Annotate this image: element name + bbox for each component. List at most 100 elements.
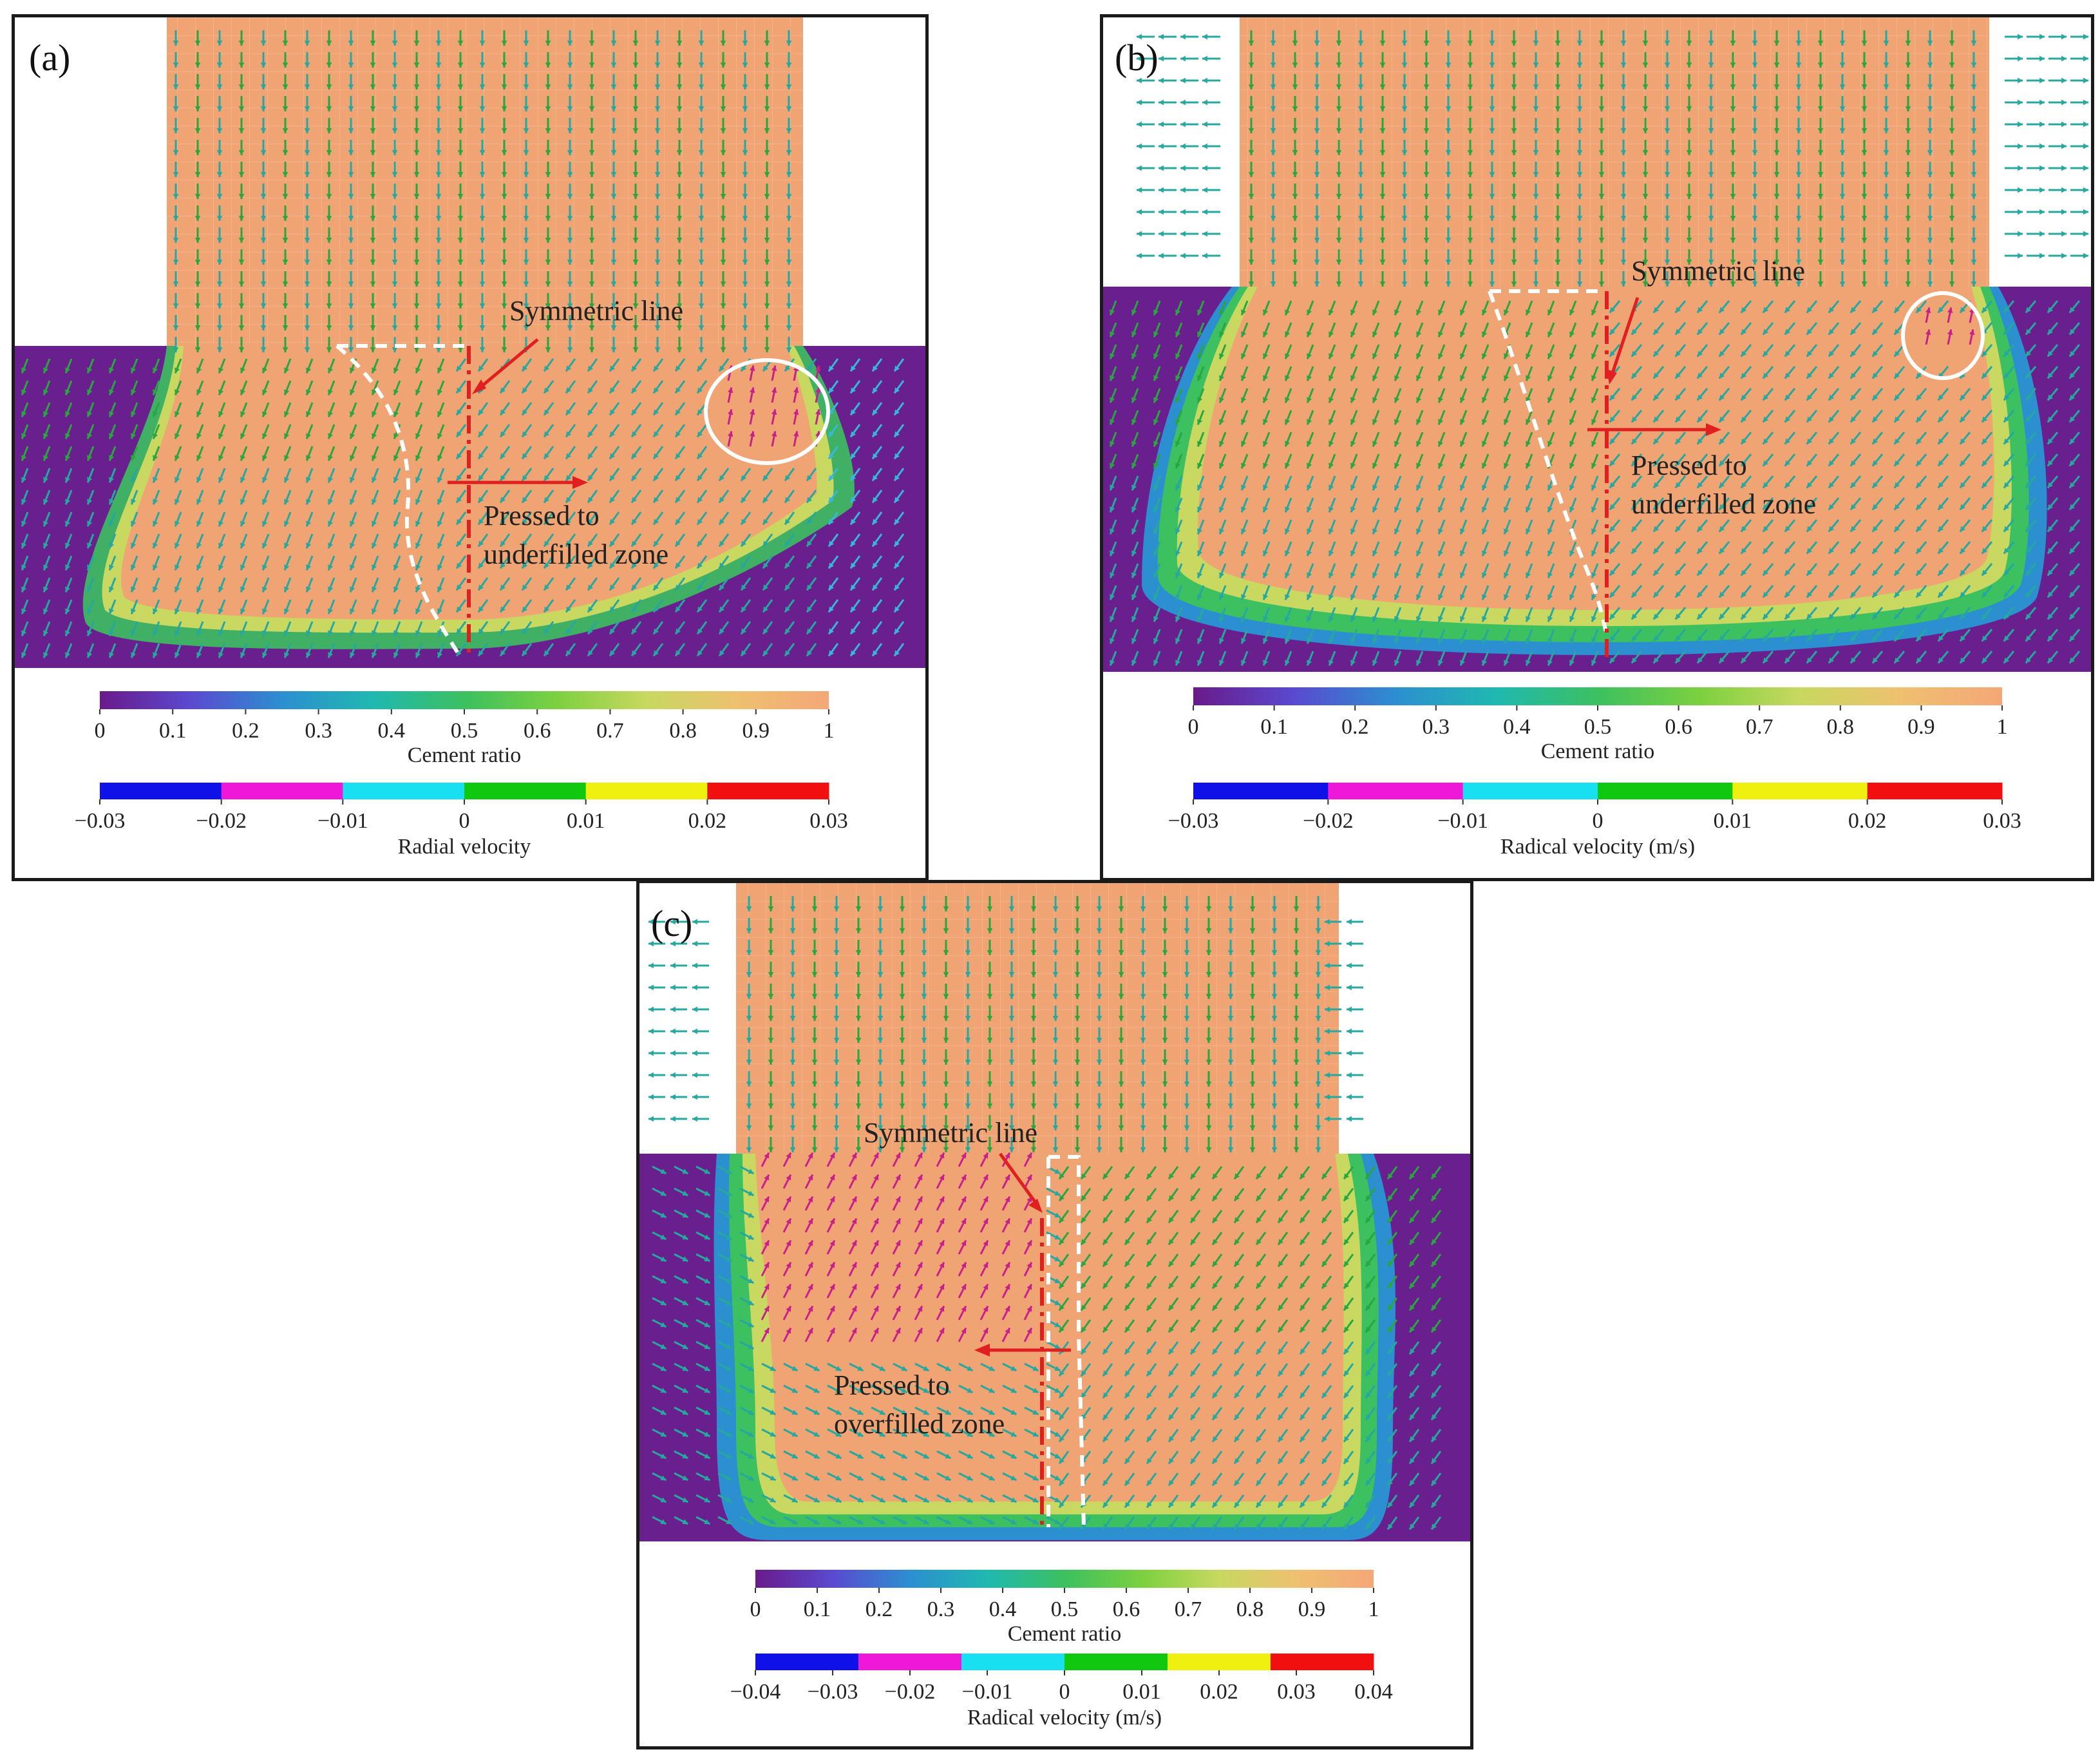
velocity-arrow-head: [1248, 281, 1254, 287]
velocity-arrow-head: [175, 499, 180, 505]
velocity-arrow-head: [544, 365, 550, 372]
velocity-arrow-head: [1271, 994, 1278, 999]
velocity-arrow-head: [1533, 106, 1539, 111]
pressed-label-line1: Pressed to: [484, 500, 600, 531]
velocity-arrow-head: [610, 303, 617, 309]
velocity-arrow-head: [631, 475, 638, 481]
velocity-arrow-head: [479, 194, 486, 199]
velocity-arrow-head: [1329, 616, 1334, 622]
velocity-arrow-head: [1591, 419, 1597, 425]
velocity-arrow-head: [478, 584, 484, 591]
velocity-arrow-head: [894, 453, 900, 459]
velocity-arrow-head: [1938, 504, 1944, 510]
velocity-arrow-head: [1806, 460, 1813, 466]
velocity-arrow-head: [1372, 528, 1378, 535]
velocity-arrow-head: [1526, 638, 1531, 644]
velocity-arrow-head: [1653, 569, 1660, 576]
velocity-arrow-head: [1960, 548, 1966, 554]
cement-tick-label: 0.5: [451, 719, 478, 743]
velocity-arrow-head: [1197, 572, 1203, 578]
velocity-arrow-head: [1180, 209, 1186, 215]
velocity-arrow-head: [1697, 307, 1703, 313]
velocity-arrow-head: [1982, 548, 1988, 554]
velocity-arrow-head: [1850, 438, 1857, 444]
velocity-arrow-head: [631, 497, 638, 503]
velocity-arrow-head: [545, 325, 551, 330]
velocity-arrow-head: [501, 172, 507, 177]
velocity-arrow-head: [2025, 504, 2032, 510]
velocity-arrow-head: [2083, 165, 2088, 171]
velocity-arrow-head: [284, 564, 290, 571]
velocity-arrow-head: [1569, 616, 1575, 622]
velocity-arrow-head: [850, 584, 856, 591]
velocity-arrow-head: [675, 431, 681, 437]
velocity-arrow-head: [306, 389, 312, 396]
velocity-arrow-head: [1576, 150, 1583, 155]
velocity-arrow-head: [1916, 657, 1922, 663]
velocity-arrow-head: [2003, 438, 2010, 444]
velocity-arrow-head: [1263, 441, 1269, 447]
velocity-arrow-head: [1008, 928, 1015, 933]
velocity-arrow-head: [1938, 307, 1944, 313]
velocity-arrow-head: [1504, 353, 1509, 359]
velocity-arrow-head: [742, 325, 748, 330]
velocity-arrow-head: [589, 128, 595, 133]
velocity-arrow-head: [87, 455, 93, 461]
velocity-arrow-head: [675, 584, 681, 591]
velocity-arrow-head: [1329, 484, 1334, 491]
velocity-arrow-head: [1350, 309, 1356, 316]
velocity-arrow-head: [1241, 309, 1247, 316]
velocity-arrow-head: [1971, 41, 1977, 46]
velocity-arrow-head: [328, 630, 334, 636]
velocity-arrow-head: [1153, 484, 1159, 491]
velocity-arrow-head: [2083, 121, 2088, 128]
velocity-arrow-head: [437, 411, 443, 417]
velocity-arrow-head: [1653, 460, 1660, 466]
velocity-arrow-head: [87, 564, 93, 571]
velocity-arrow-head: [587, 453, 594, 459]
velocity-arrow-head: [1609, 635, 1616, 642]
velocity-arrow-head: [437, 564, 443, 571]
velocity-arrow-head: [609, 475, 616, 481]
velocity-arrow-head: [479, 238, 486, 243]
velocity-arrow-head: [1184, 994, 1190, 999]
velocity-arrow-head: [1241, 638, 1247, 644]
velocity-arrow-head: [1850, 372, 1857, 379]
velocity-arrow-head: [1555, 84, 1561, 90]
velocity-arrow-head: [1861, 84, 1868, 90]
velocity-arrow-head: [1817, 62, 1824, 68]
velocity-arrow-head: [216, 260, 223, 265]
velocity-arrow-head: [1675, 307, 1681, 313]
velocity-arrow-head: [1137, 99, 1142, 106]
velocity-arrow-head: [372, 520, 377, 527]
velocity-arrow-head: [65, 542, 71, 549]
velocity-arrow-head: [500, 628, 506, 634]
velocity-arrow-head: [500, 431, 506, 437]
velocity-arrow-head: [1763, 635, 1769, 642]
velocity-arrow-head: [1569, 462, 1575, 469]
velocity-arrow-head: [479, 303, 486, 309]
velocity-arrow-head: [1227, 906, 1234, 911]
velocity-arrow-head: [1241, 441, 1247, 447]
velocity-arrow-head: [1982, 438, 1988, 444]
velocity-arrow-head: [1292, 62, 1298, 68]
velocity-arrow-head: [1292, 172, 1298, 177]
velocity-arrow-head: [1533, 194, 1539, 199]
velocity-arrow-head: [987, 906, 993, 911]
velocity-arrow-head: [1489, 216, 1495, 221]
velocity-arrow-head: [1184, 1016, 1190, 1021]
velocity-arrow-head: [1719, 394, 1725, 401]
velocity-arrow-head: [2083, 143, 2088, 149]
velocity-arrow-head: [1883, 62, 1889, 68]
velocity-arrow-head: [87, 586, 93, 593]
velocity-arrow-head: [1307, 309, 1312, 316]
velocity-arrow-head: [1197, 506, 1203, 513]
velocity-arrow-head: [1357, 128, 1364, 133]
velocity-arrow-head: [1445, 128, 1452, 133]
velocity-arrow-head: [2003, 460, 2010, 466]
velocity-arrow-head: [2047, 591, 2054, 598]
velocity-arrow-head: [326, 41, 332, 46]
velocity-arrow-head: [478, 562, 484, 569]
velocity-arrow-head: [1137, 253, 1142, 259]
velocity-arrow-head: [719, 562, 725, 569]
